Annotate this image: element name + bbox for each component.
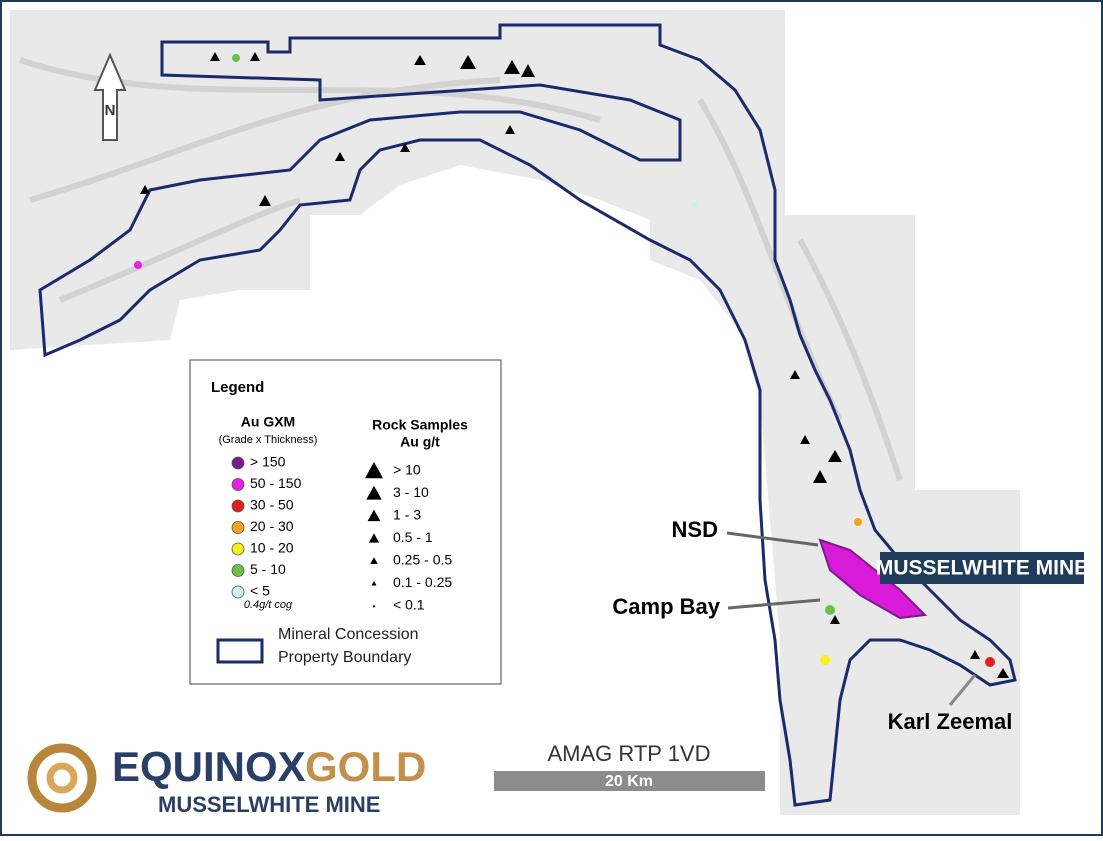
mine-label: MUSSELWHITE MINE <box>876 557 1088 580</box>
gxm-swatch <box>231 478 245 491</box>
gxm-subtitle: (Grade x Thickness) <box>219 434 318 446</box>
gxm-swatch <box>231 564 245 577</box>
gxm-title: Au GXM <box>241 414 295 430</box>
gxm-label: 10 - 20 <box>250 540 294 556</box>
camp-bay-pointer <box>727 598 821 610</box>
karl-zeemal-pointer <box>948 674 977 706</box>
mine-badge <box>880 552 1084 584</box>
rock-label: 3 - 10 <box>393 484 429 500</box>
rock-label: < 0.1 <box>393 597 425 613</box>
rock-swatch <box>367 509 381 522</box>
gxm-samples <box>134 54 995 667</box>
legend-box <box>189 359 502 685</box>
background-texture <box>19 57 903 481</box>
boundary-label: Mineral Concession <box>278 626 419 643</box>
rock-label: 0.5 - 1 <box>393 529 433 545</box>
boundary-swatch <box>216 638 264 664</box>
rock-swatch <box>365 462 383 479</box>
rock-title: Rock Samples <box>372 417 468 433</box>
logo-word2: GOLD <box>305 743 426 790</box>
rock-label: 0.25 - 0.5 <box>393 552 452 568</box>
property-boundary <box>38 23 1017 807</box>
camp-bay-label: Camp Bay <box>612 594 720 619</box>
karl-zeemal-label: Karl Zeemal <box>888 709 1013 734</box>
map-labels: NSD Camp Bay MUSSELWHITE MINE Karl Zeema… <box>612 517 1088 734</box>
scale-bar-rect <box>494 771 765 791</box>
north-arrow: N <box>93 52 127 141</box>
rock-label: 0.1 - 0.25 <box>393 574 452 590</box>
gxm-label: 50 - 150 <box>250 475 302 491</box>
legend: Legend Au GXM (Grade x Thickness) 0.4g/t… <box>189 359 502 685</box>
scale-label: 20 Km <box>605 773 653 790</box>
logo-ring <box>27 743 97 813</box>
gxm-swatch <box>231 542 245 556</box>
gxm-swatch <box>231 499 245 513</box>
gxm-swatch <box>231 585 245 599</box>
logo-word1: EQUINOX <box>112 743 306 790</box>
legend-title: Legend <box>211 379 264 396</box>
gxm-label: 20 - 30 <box>250 518 294 534</box>
gxm-label: 5 - 10 <box>250 561 286 577</box>
boundary-label: Property Boundary <box>278 649 411 666</box>
rock-label: 1 - 3 <box>393 507 421 523</box>
north-label: N <box>105 102 116 119</box>
logo-subtitle: MUSSELWHITE MINE <box>158 792 380 817</box>
gxm-label: < 5 <box>250 583 270 599</box>
gxm-note: 0.4g/t cog <box>244 599 293 611</box>
scale-bar: AMAG RTP 1VD 20 Km <box>494 741 765 791</box>
scale-title: AMAG RTP 1VD <box>547 741 710 766</box>
rock-swatch <box>372 604 376 608</box>
rock-swatch <box>368 533 380 543</box>
gxm-swatch <box>231 521 245 534</box>
logo-ring-inner <box>46 762 78 794</box>
gxm-label: 30 - 50 <box>250 497 294 513</box>
gxm-label: > 150 <box>250 454 286 470</box>
rock-subtitle: Au g/t <box>400 434 440 450</box>
rock-label: > 10 <box>393 462 421 478</box>
rock-swatch <box>366 485 382 500</box>
gxm-swatch <box>231 456 245 470</box>
logo: EQUINOX GOLD MUSSELWHITE MINE <box>27 743 426 817</box>
nsd-label: NSD <box>672 517 718 542</box>
nsd-pointer <box>726 531 819 547</box>
rock-swatch <box>371 581 377 586</box>
rock-swatch <box>370 557 378 565</box>
